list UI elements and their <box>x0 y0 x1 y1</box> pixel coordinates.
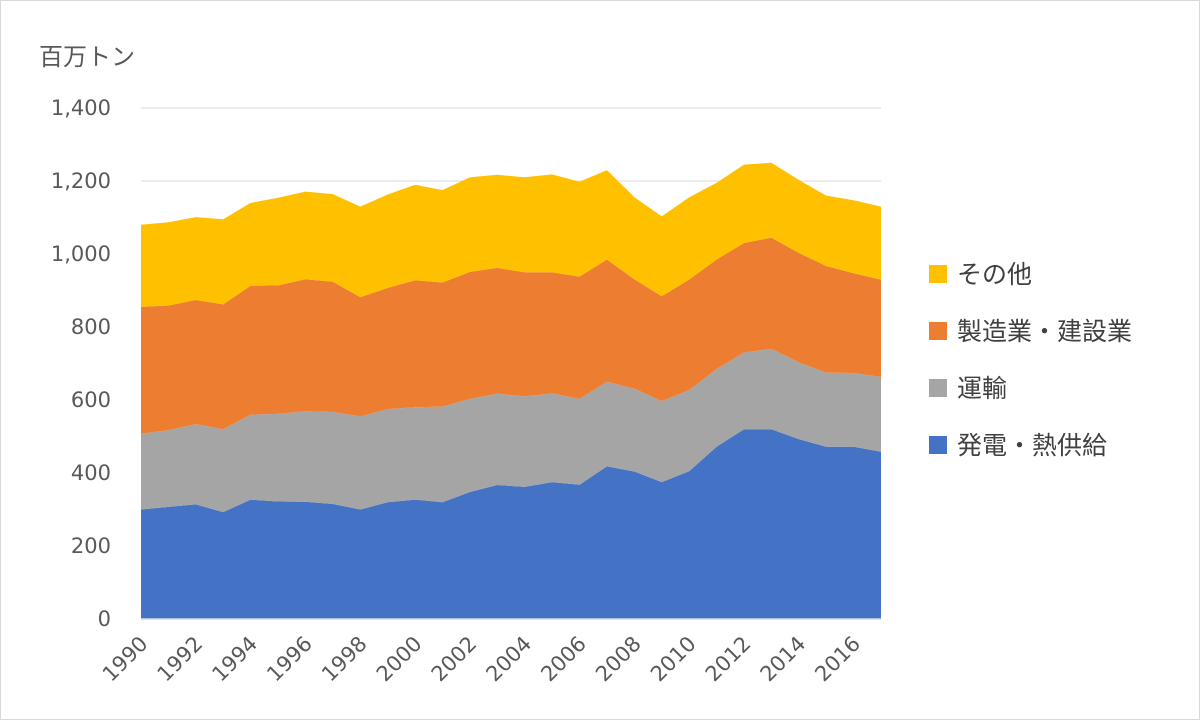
legend-swatch <box>929 436 947 454</box>
area-series-発電・熱供給 <box>141 429 881 619</box>
x-tick-label: 2012 <box>701 632 756 687</box>
x-tick-label: 2006 <box>536 632 591 687</box>
area-series-運輸 <box>141 348 881 513</box>
legend-swatch <box>929 379 947 397</box>
x-axis-ticks: 1990 1992 1994 1996 1998 2000 2002 2004 2006 2008… <box>98 632 865 687</box>
x-tick-label: 2016 <box>810 632 865 687</box>
x-tick-label: 1996 <box>262 632 317 687</box>
area-series <box>141 162 881 619</box>
y-tick-label: 200 <box>71 534 111 558</box>
legend-swatch <box>929 265 947 283</box>
legend-label: その他 <box>957 260 1032 289</box>
x-tick-label: 2000 <box>372 632 427 687</box>
x-tick-label: 2014 <box>756 632 811 687</box>
x-tick-label: 2004 <box>481 632 536 687</box>
x-tick-label: 2010 <box>646 632 701 687</box>
y-tick-label: 800 <box>71 315 111 339</box>
y-tick-label: 1,200 <box>51 169 111 193</box>
legend-label: 運輸 <box>957 374 1007 403</box>
legend-swatch <box>929 322 947 340</box>
y-axis-ticks: 0 200 400 600 800 1,000 1,200 1,400 <box>51 96 111 631</box>
y-tick-label: 0 <box>98 607 111 631</box>
area-series-その他 <box>141 162 881 307</box>
x-tick-label: 2008 <box>591 632 646 687</box>
x-tick-label: 1994 <box>207 632 262 687</box>
x-tick-label: 1990 <box>98 632 153 687</box>
legend-label: 発電・熱供給 <box>957 431 1107 460</box>
area-series-製造業・建設業 <box>141 237 881 434</box>
y-tick-label: 400 <box>71 461 111 485</box>
y-tick-label: 1,400 <box>51 96 111 120</box>
legend-label: 製造業・建設業 <box>957 317 1132 346</box>
y-tick-label: 1,000 <box>51 242 111 266</box>
x-tick-label: 1998 <box>317 632 372 687</box>
y-tick-label: 600 <box>71 388 111 412</box>
x-tick-label: 2002 <box>427 632 482 687</box>
x-tick-label: 1992 <box>153 632 208 687</box>
unit-label: 百万トン <box>39 43 135 71</box>
